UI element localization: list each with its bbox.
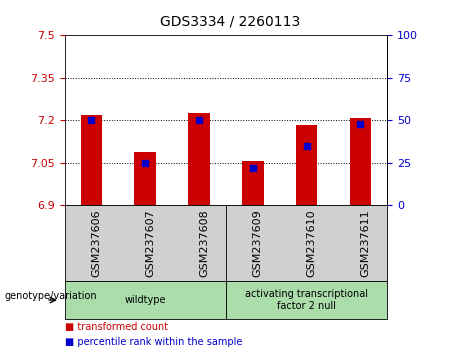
Text: GSM237609: GSM237609 <box>253 210 263 277</box>
Text: activating transcriptional
factor 2 null: activating transcriptional factor 2 null <box>245 289 368 311</box>
Text: GSM237610: GSM237610 <box>307 210 317 277</box>
Text: GDS3334 / 2260113: GDS3334 / 2260113 <box>160 14 301 28</box>
Text: GSM237611: GSM237611 <box>361 210 370 277</box>
Bar <box>296 125 317 205</box>
Text: GSM237608: GSM237608 <box>199 210 209 277</box>
Bar <box>81 115 102 205</box>
Text: GSM237606: GSM237606 <box>91 210 101 277</box>
Text: GSM237607: GSM237607 <box>145 210 155 277</box>
Text: genotype/variation: genotype/variation <box>5 291 97 302</box>
Bar <box>242 161 264 205</box>
Bar <box>188 113 210 205</box>
Text: ■ percentile rank within the sample: ■ percentile rank within the sample <box>65 337 242 347</box>
Bar <box>349 118 371 205</box>
Bar <box>135 152 156 205</box>
Text: ■ transformed count: ■ transformed count <box>65 322 168 332</box>
Text: wildtype: wildtype <box>124 295 166 305</box>
